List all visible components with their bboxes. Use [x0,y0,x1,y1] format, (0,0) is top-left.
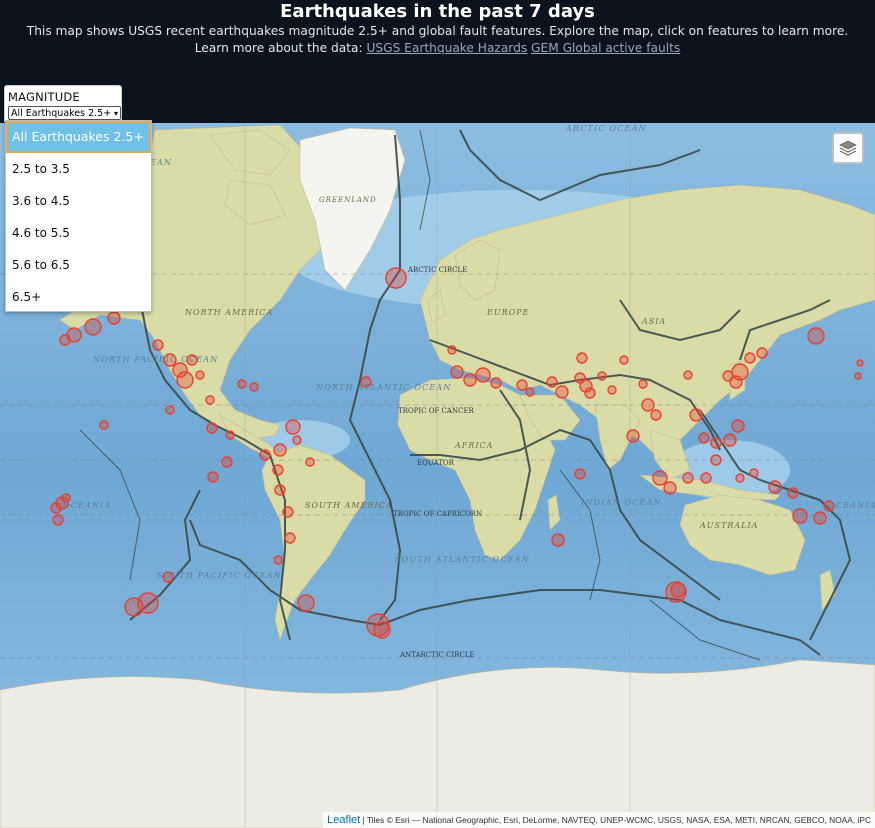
magnitude-select-value: All Earthquakes 2.5+ [11,108,112,119]
label-africa: AFRICA [454,441,493,450]
page-header: Earthquakes in the past 7 days This map … [0,0,875,123]
learn-more-line: Learn more about the data: USGS Earthqua… [0,40,875,57]
magnitude-filter: MAGNITUDE All Earthquakes 2.5+ ▾ [4,85,122,122]
magnitude-option-all[interactable]: All Earthquakes 2.5+ [6,121,151,153]
gem-link[interactable]: GEM Global active faults [531,41,681,55]
label-tropic-of-capricorn: TROPIC OF CAPRICORN [393,510,482,518]
label-north-atlantic: NORTH ATLANTIC OCEAN [315,383,452,392]
attribution-text: Tiles © Esri — National Geographic, Esri… [366,815,871,825]
magnitude-option-2-5-3-5[interactable]: 2.5 to 3.5 [12,162,70,176]
magnitude-option-4-6-5-5[interactable]: 4.6 to 5.5 [12,226,70,240]
label-equator: EQUATOR [417,459,455,467]
magnitude-option-3-6-4-5[interactable]: 3.6 to 4.5 [12,194,70,208]
page-description: This map shows USGS recent earthquakes m… [26,24,849,38]
leaflet-link[interactable]: Leaflet [327,814,361,826]
learn-more-prefix: Learn more about the data: [194,41,363,55]
label-oceania-right: OCEANIA [828,501,875,510]
page-title: Earthquakes in the past 7 days [280,1,595,22]
label-south-america: SOUTH AMERICA [305,501,393,510]
chevron-down-icon: ▾ [113,109,118,118]
label-ean-fragment: EAN [149,158,172,167]
magnitude-select[interactable]: All Earthquakes 2.5+ ▾ [8,106,121,120]
meridians [244,123,631,828]
land-labels: GREENLAND NORTH AMERICA EUROPE ASIA AFRI… [184,196,758,530]
label-asia: ASIA [641,317,666,326]
magnitude-option-6-5-plus[interactable]: 6.5+ [12,290,42,304]
earthquake-markers[interactable] [50,267,864,639]
magnitude-dropdown[interactable]: All Earthquakes 2.5+ 2.5 to 3.5 3.6 to 4… [5,120,152,312]
magnitude-option-5-6-6-5[interactable]: 5.6 to 6.5 [12,258,70,272]
label-greenland: GREENLAND [319,196,377,204]
label-south-pacific: SOUTH PACIFIC OCEAN [157,571,282,580]
label-north-america: NORTH AMERICA [184,308,273,317]
label-indian-ocean: INDIAN OCEAN [580,498,662,507]
ocean-labels: ARCTIC OCEAN EAN NORTH PACIFIC OCEAN NOR… [63,124,875,580]
latitude-labels: ARCTIC CIRCLE TROPIC OF CANCER EQUATOR T… [393,266,482,659]
layers-control-button[interactable] [832,132,864,164]
label-australia: AUSTRALIA [699,521,758,530]
label-antarctic-circle: ANTARCTIC CIRCLE [399,651,475,659]
label-arctic-circle: ARCTIC CIRCLE [407,266,467,274]
label-europe: EUROPE [486,308,529,317]
label-arctic-ocean: ARCTIC OCEAN [565,124,647,133]
label-south-atlantic: SOUTH ATLANTIC OCEAN [395,555,530,564]
landmasses [0,124,875,828]
layers-icon [839,140,857,156]
label-north-pacific: NORTH PACIFIC OCEAN [92,355,218,364]
magnitude-label: MAGNITUDE [8,90,80,104]
fault-lines [129,129,852,656]
map-view[interactable]: ARCTIC OCEAN EAN NORTH PACIFIC OCEAN NOR… [0,123,875,828]
usgs-link[interactable]: USGS Earthquake Hazards [366,41,528,55]
label-oceania-left: OCEANIA [63,501,112,510]
map-attribution: Leaflet | Tiles © Esri — National Geogra… [323,812,875,828]
label-tropic-of-cancer: TROPIC OF CANCER [398,407,475,415]
tectonic-boundaries [79,129,761,661]
